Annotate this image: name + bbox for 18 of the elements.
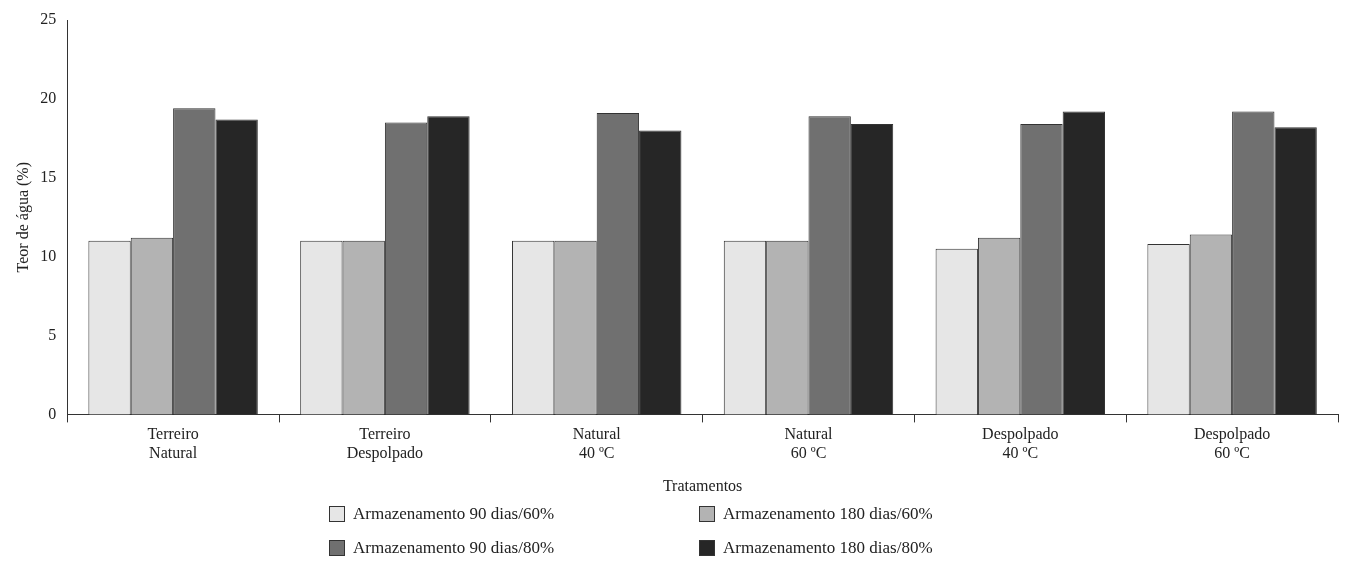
x-tick-label: Terreiro Natural (147, 425, 199, 462)
y-tick-label: 5 (48, 325, 57, 343)
y-tick-label: 0 (48, 404, 57, 422)
y-tick-label: 20 (40, 89, 57, 107)
x-tick-label: Natural 60 ºC (784, 425, 834, 462)
x-tick-label: Terreiro Despolpado (346, 425, 424, 463)
y-tick-label: 15 (40, 167, 57, 185)
y-tick-label: 25 (40, 10, 57, 28)
x-axis-title: Tratamentos (662, 476, 743, 494)
x-tick-label: Despolpado 40 ºC (982, 425, 1059, 462)
legend-label: Armazenamento 180 dias/80% (723, 538, 933, 558)
legend-label: Armazenamento 90 dias/60% (353, 504, 555, 524)
legend-label: Armazenamento 180 dias/60% (723, 504, 933, 524)
x-tick-label: Despolpado 60 ºC (1193, 425, 1271, 462)
x-tick-label: Natural 40 ºC (572, 425, 622, 462)
y-axis-title: Teor de água (%) (13, 162, 32, 273)
legend-label: Armazenamento 90 dias/80% (353, 538, 555, 558)
y-tick-label: 10 (40, 246, 57, 264)
